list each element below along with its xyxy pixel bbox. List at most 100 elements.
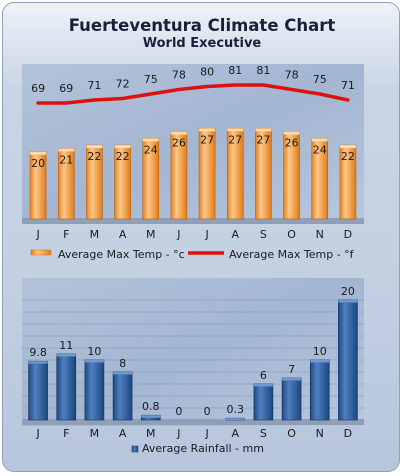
temp-c-data-label: 22 bbox=[116, 150, 130, 163]
rain-data-label: 7 bbox=[288, 363, 295, 376]
rain-x-tick-label: N bbox=[316, 427, 324, 440]
rain-bar-cap bbox=[282, 378, 302, 381]
rain-x-tick-label: D bbox=[344, 427, 352, 440]
rain-x-tick-label: J bbox=[204, 427, 208, 440]
temp-f-data-label: 71 bbox=[87, 79, 101, 92]
legend-label-rain: Average Rainfall - mm bbox=[142, 442, 264, 455]
temp-x-tick-label: N bbox=[316, 228, 324, 241]
rain-data-label: 0.8 bbox=[142, 400, 160, 413]
temp-c-bar-cap bbox=[170, 131, 187, 135]
rain-bar-cap bbox=[141, 415, 161, 418]
temp-c-bar-cap bbox=[339, 145, 356, 149]
temp-c-bar-cap bbox=[114, 145, 131, 149]
temp-f-data-label: 78 bbox=[285, 69, 299, 82]
temp-x-tick-label: D bbox=[344, 228, 352, 241]
legend-swatch-rain bbox=[131, 445, 139, 453]
rain-data-label: 20 bbox=[341, 285, 355, 298]
rain-data-label: 0 bbox=[175, 405, 182, 418]
legend-label-temp-c: Average Max Temp - °c bbox=[58, 248, 185, 261]
temp-f-data-label: 75 bbox=[313, 73, 327, 86]
chart-subtitle: World Executive bbox=[142, 36, 262, 51]
temp-f-data-label: 81 bbox=[228, 64, 242, 77]
rain-x-tick-label: A bbox=[231, 427, 239, 440]
temp-f-data-label: 75 bbox=[144, 73, 158, 86]
rain-plot-floor bbox=[22, 419, 364, 425]
temp-f-data-label: 78 bbox=[172, 69, 186, 82]
rain-bar-cap bbox=[56, 354, 76, 357]
temp-c-bar-cap bbox=[199, 128, 216, 132]
temp-c-data-label: 26 bbox=[172, 137, 186, 150]
chart-title: Fuerteventura Climate Chart bbox=[68, 16, 336, 35]
temp-c-data-label: 22 bbox=[87, 150, 101, 163]
temp-f-line bbox=[36, 83, 350, 105]
rain-data-label: 6 bbox=[260, 369, 267, 382]
rain-bar-cap bbox=[225, 418, 245, 420]
temp-c-bar-cap bbox=[142, 138, 159, 142]
legend-label-temp-f: Average Max Temp - °f bbox=[229, 248, 355, 261]
temp-x-tick-label: J bbox=[35, 228, 39, 241]
rain-x-tick-label: J bbox=[35, 427, 39, 440]
rain-x-tick-label: F bbox=[63, 427, 69, 440]
temp-f-data-label: 69 bbox=[31, 82, 45, 95]
rain-data-label: 9.8 bbox=[29, 346, 47, 359]
rain-data-label: 0 bbox=[204, 405, 211, 418]
temp-c-bar-cap bbox=[58, 148, 75, 152]
rain-bar-cap bbox=[338, 300, 358, 303]
rain-bar bbox=[28, 360, 48, 421]
rain-bar bbox=[338, 299, 358, 421]
rain-bar-cap bbox=[310, 360, 330, 363]
rain-x-tick-label: A bbox=[119, 427, 127, 440]
temp-x-tick-label: A bbox=[231, 228, 239, 241]
temp-c-data-label: 24 bbox=[144, 143, 158, 156]
rain-x-tick-label: J bbox=[176, 427, 180, 440]
temp-f-data-label: 81 bbox=[256, 64, 270, 77]
temp-x-tick-label: M bbox=[90, 228, 100, 241]
temp-plot-floor bbox=[22, 218, 364, 224]
temp-f-data-label: 69 bbox=[59, 82, 73, 95]
temp-x-tick-label: J bbox=[176, 228, 180, 241]
rain-bar-cap bbox=[253, 384, 273, 387]
temp-x-tick-label: O bbox=[287, 228, 296, 241]
temp-x-tick-label: M bbox=[146, 228, 156, 241]
temp-c-bar-cap bbox=[30, 151, 47, 155]
temp-c-data-label: 21 bbox=[59, 153, 73, 166]
rain-bar bbox=[253, 383, 274, 421]
temp-c-data-label: 26 bbox=[285, 137, 299, 150]
rain-x-tick-label: S bbox=[260, 427, 267, 440]
temp-f-data-label: 80 bbox=[200, 66, 214, 79]
legend-swatch-temp-c bbox=[30, 249, 52, 256]
temp-c-data-label: 24 bbox=[313, 143, 327, 156]
temp-c-data-label: 27 bbox=[228, 133, 242, 146]
temp-c-bar-cap bbox=[255, 128, 272, 132]
temp-c-data-label: 27 bbox=[256, 133, 270, 146]
rain-x-tick-label: O bbox=[287, 427, 296, 440]
rain-bar bbox=[281, 377, 302, 421]
rain-data-label: 8 bbox=[119, 357, 126, 370]
temp-x-tick-label: J bbox=[204, 228, 208, 241]
temp-f-data-label: 72 bbox=[116, 78, 130, 91]
rain-bar-cap bbox=[28, 361, 48, 364]
rain-x-tick-label: M bbox=[146, 427, 156, 440]
rain-data-label: 11 bbox=[59, 339, 73, 352]
temp-c-data-label: 22 bbox=[341, 150, 355, 163]
rain-data-label: 10 bbox=[313, 345, 327, 358]
temp-c-bar-cap bbox=[227, 128, 244, 132]
temp-c-bar-cap bbox=[86, 145, 103, 149]
rain-data-label: 0.3 bbox=[227, 403, 245, 416]
rain-bar bbox=[112, 371, 133, 421]
temp-x-tick-label: S bbox=[260, 228, 267, 241]
temp-x-tick-label: F bbox=[63, 228, 69, 241]
temp-x-tick-label: A bbox=[119, 228, 127, 241]
temp-c-bar-cap bbox=[283, 131, 300, 135]
rain-bar bbox=[309, 359, 330, 421]
rain-bar-cap bbox=[84, 360, 104, 363]
temp-c-data-label: 27 bbox=[200, 133, 214, 146]
temp-c-bar-cap bbox=[311, 138, 328, 142]
rain-data-label: 10 bbox=[87, 345, 101, 358]
temp-c-data-label: 20 bbox=[31, 157, 45, 170]
rain-bar bbox=[84, 359, 105, 421]
temp-f-data-label: 71 bbox=[341, 79, 355, 92]
rain-bar-cap bbox=[113, 372, 133, 375]
rain-bar bbox=[56, 353, 77, 421]
